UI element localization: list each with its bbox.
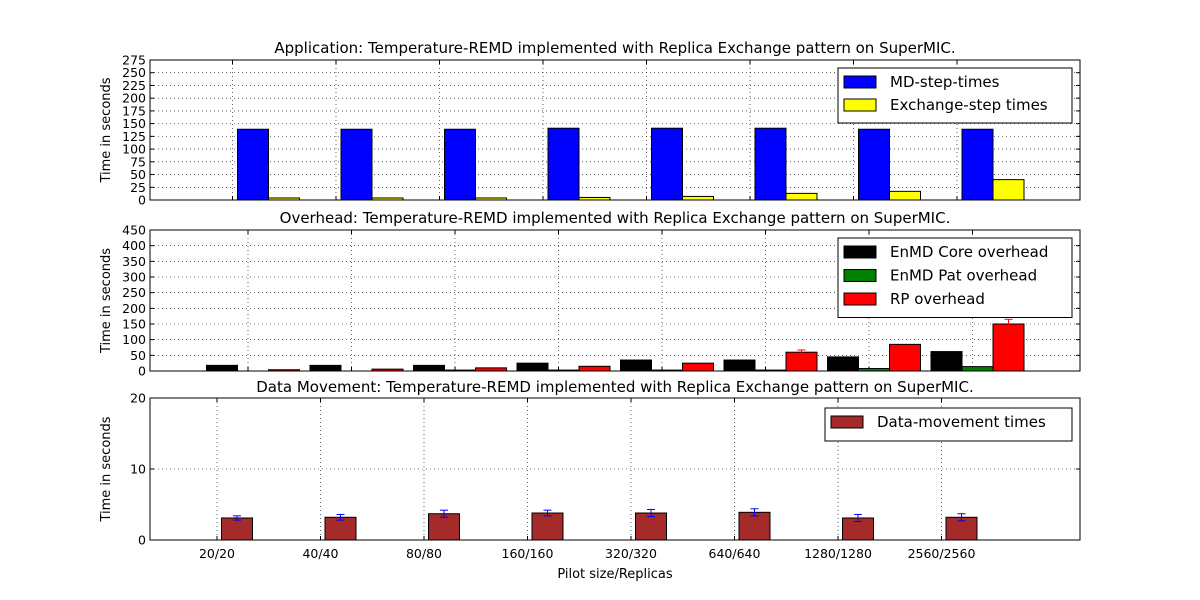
y-tick-label: 225 [122, 78, 146, 93]
y-tick-label: 20 [130, 391, 146, 406]
y-tick-label: 25 [130, 180, 146, 195]
bar-enmd-core-overhead [516, 362, 549, 372]
y-tick-label: 450 [122, 223, 146, 238]
legend-swatch [843, 292, 877, 306]
bar-enmd-core-overhead [309, 364, 342, 372]
x-tick-label: 640/640 [709, 546, 761, 561]
bar-enmd-core-overhead [827, 356, 859, 372]
legend-swatch [843, 98, 877, 112]
y-tick-label: 10 [130, 462, 146, 477]
bar-rp-overhead [889, 343, 921, 372]
bar-md-step-times [961, 128, 994, 201]
y-tick-label: 75 [130, 154, 146, 169]
y-axis-label: Time in seconds [99, 416, 114, 522]
bar-enmd-core-overhead [413, 364, 445, 372]
bar-data-movement-times [221, 517, 253, 541]
y-tick-label: 275 [122, 53, 146, 68]
bar-md-step-times [858, 128, 890, 201]
bar-rp-overhead [578, 365, 611, 372]
chart-panel-2: Overhead: Temperature-REMD implemented w… [99, 209, 1081, 379]
legend-label: RP overhead [890, 290, 985, 308]
bar-rp-overhead [785, 351, 818, 372]
chart-title: Application: Temperature-REMD implemente… [274, 39, 955, 57]
legend-frame [837, 67, 1073, 124]
y-tick-label: 50 [130, 167, 146, 182]
axes-frame [149, 397, 1081, 541]
bar-md-step-times [444, 128, 476, 201]
chart-panel-3: Data Movement: Temperature-REMD implemen… [99, 378, 1081, 582]
bar-enmd-pat-overhead [961, 366, 994, 372]
legend-swatch [843, 245, 877, 259]
x-tick-label: 1280/1280 [804, 546, 872, 561]
bar-md-step-times [547, 127, 580, 201]
bar-data-movement-times [738, 511, 771, 541]
x-axis-label: Pilot size/Replicas [557, 567, 673, 582]
x-tick-label: 320/320 [605, 546, 657, 561]
y-tick-label: 0 [138, 533, 146, 548]
y-tick-label: 100 [122, 332, 146, 347]
bar-exchange-step-times [992, 179, 1025, 201]
y-tick-label: 100 [122, 142, 146, 157]
legend-label: Data-movement times [877, 413, 1046, 431]
y-tick-label: 200 [122, 91, 146, 106]
bar-exchange-step-times [785, 192, 818, 201]
legend-swatch [830, 415, 864, 429]
legend: Data-movement times [824, 407, 1073, 442]
bar-md-step-times [651, 127, 683, 201]
bar-enmd-core-overhead [620, 359, 652, 372]
bar-data-movement-times [635, 512, 667, 541]
legend: MD-step-times Exchange-step times [837, 67, 1073, 124]
y-tick-label: 250 [122, 285, 146, 300]
legend-label: MD-step-times [890, 73, 1000, 91]
y-axis-label: Time in seconds [99, 77, 114, 183]
bar-rp-overhead [682, 362, 714, 372]
legend-swatch [843, 75, 877, 89]
x-tick-label: 80/80 [406, 546, 442, 561]
bar-data-movement-times [324, 516, 357, 541]
bar-exchange-step-times [889, 190, 921, 201]
x-tick-label: 40/40 [302, 546, 338, 561]
y-tick-label: 125 [122, 129, 146, 144]
bar-data-movement-times [531, 512, 564, 541]
y-tick-label: 0 [138, 193, 146, 208]
axes-frame [149, 229, 1081, 372]
bar-enmd-core-overhead [930, 351, 963, 372]
legend: EnMD Core overhead EnMD Pat overhead RP ov… [837, 237, 1073, 318]
x-tick-label: 20/20 [199, 546, 235, 561]
chart-title: Data Movement: Temperature-REMD implemen… [256, 378, 973, 396]
legend-label: Exchange-step times [890, 96, 1048, 114]
legend-frame [837, 237, 1073, 318]
legend-label: EnMD Pat overhead [890, 267, 1037, 285]
x-tick-label: 2560/2560 [908, 546, 976, 561]
y-axis-label: Time in seconds [99, 248, 114, 354]
x-tick-label: 160/160 [502, 546, 554, 561]
y-tick-label: 0 [138, 364, 146, 379]
y-tick-label: 200 [122, 301, 146, 316]
y-tick-label: 50 [130, 348, 146, 363]
bar-enmd-core-overhead [206, 364, 238, 372]
bar-enmd-core-overhead [723, 359, 756, 372]
bar-exchange-step-times [682, 195, 714, 201]
y-tick-label: 175 [122, 103, 146, 118]
legend-label: EnMD Core overhead [890, 243, 1048, 261]
legend-swatch [843, 269, 877, 282]
y-tick-label: 350 [122, 254, 146, 269]
bar-md-step-times [754, 127, 787, 201]
y-tick-label: 400 [122, 238, 146, 253]
y-tick-label: 250 [122, 65, 146, 80]
legend-frame [824, 407, 1073, 442]
bar-md-step-times [237, 128, 269, 201]
y-tick-label: 150 [122, 317, 146, 332]
bar-rp-overhead [992, 323, 1025, 372]
bar-data-movement-times [428, 513, 460, 541]
axes-frame [149, 59, 1081, 201]
y-tick-label: 150 [122, 116, 146, 131]
bar-md-step-times [340, 128, 373, 201]
chart-title: Overhead: Temperature-REMD implemented w… [280, 209, 951, 227]
y-tick-label: 300 [122, 270, 146, 285]
chart-panel-1: Application: Temperature-REMD implemente… [99, 39, 1081, 208]
